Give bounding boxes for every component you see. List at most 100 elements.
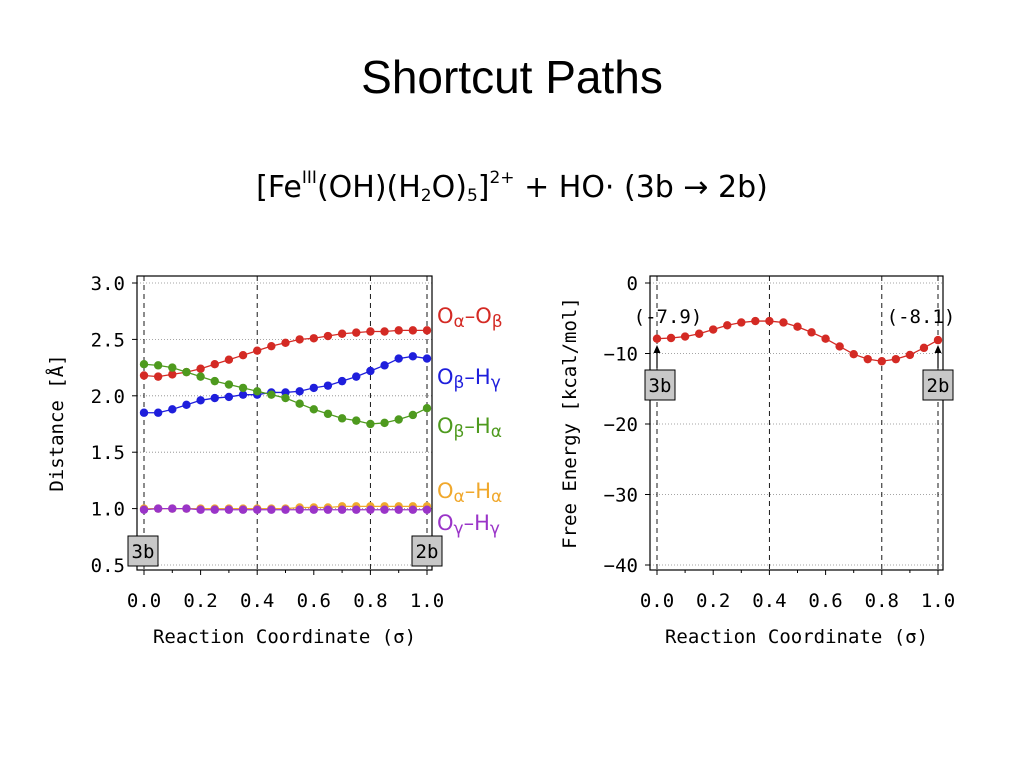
state-label-box	[922, 369, 954, 401]
legend-label: Oβ–Hγ	[437, 365, 501, 393]
data-point	[366, 419, 375, 429]
data-point	[352, 372, 361, 381]
reaction-mid2: O)	[431, 170, 467, 205]
data-point	[394, 326, 403, 335]
data-point	[139, 360, 149, 369]
data-point	[422, 326, 432, 335]
x-tick-label: 0.8	[865, 590, 899, 612]
y-tick-label: 1.0	[91, 499, 125, 521]
data-point	[210, 505, 219, 514]
data-point	[182, 504, 191, 513]
data-point	[168, 363, 177, 372]
data-point	[380, 327, 389, 336]
x-tick-label: 0.8	[353, 590, 387, 612]
y-tick-label: −40	[604, 555, 638, 577]
reaction-open: [Fe	[256, 170, 302, 205]
data-point	[281, 393, 290, 403]
y-tick-label: 3.0	[91, 273, 125, 295]
data-point	[709, 325, 718, 334]
state-label-box	[644, 369, 676, 401]
data-point	[835, 342, 844, 351]
data-point	[295, 505, 304, 514]
x-tick-label: 0.6	[808, 590, 842, 612]
data-point	[281, 338, 290, 347]
data-point	[337, 414, 347, 423]
data-point	[891, 354, 901, 364]
y-tick-label: 0	[627, 273, 638, 295]
data-point	[323, 505, 333, 514]
data-point	[309, 505, 318, 514]
data-point	[680, 332, 690, 341]
data-point	[153, 504, 163, 513]
data-point	[295, 335, 304, 344]
plot-frame	[649, 275, 944, 571]
data-point	[765, 316, 774, 326]
data-point	[366, 327, 375, 336]
data-point	[253, 505, 262, 514]
data-point	[394, 415, 403, 424]
reaction-mid: (OH)(H	[316, 170, 421, 205]
series-3	[139, 360, 432, 429]
oxidation-state: III	[301, 168, 317, 188]
series-1	[652, 316, 943, 366]
data-point	[153, 372, 163, 381]
data-point	[352, 505, 361, 514]
subscript-5: 5	[466, 186, 478, 206]
data-point	[224, 355, 234, 364]
x-tick-label: 0.4	[752, 590, 786, 612]
data-point	[380, 505, 389, 514]
y-axis-label: Distance [Å]	[45, 354, 68, 491]
x-axis-label: Reaction Coordinate (σ)	[665, 626, 928, 648]
data-point	[224, 380, 234, 389]
data-point	[408, 505, 418, 514]
data-point	[238, 383, 248, 393]
data-point	[821, 334, 830, 343]
slide-title: Shortcut Paths	[361, 51, 663, 103]
data-point	[168, 370, 177, 379]
y-tick-label: −30	[604, 485, 638, 507]
data-point	[153, 408, 163, 417]
data-point	[253, 387, 262, 396]
data-point	[238, 505, 248, 514]
data-point	[139, 408, 149, 417]
y-tick-label: 2.5	[91, 329, 125, 351]
data-point	[422, 404, 432, 413]
data-point	[408, 410, 418, 420]
data-point	[168, 504, 177, 513]
data-point	[323, 381, 333, 390]
x-tick-label: 0.6	[297, 590, 331, 612]
x-tick-label: 1.0	[921, 590, 955, 612]
state-label: 3b	[132, 541, 155, 563]
data-point	[652, 334, 662, 343]
x-tick-label: 1.0	[410, 590, 444, 612]
y-tick-label: −20	[604, 414, 638, 436]
endpoint-value-label: (-7.9)	[634, 306, 703, 328]
data-point	[337, 505, 347, 514]
legend-label: Oα–Oβ	[437, 304, 503, 332]
data-point	[352, 328, 361, 337]
data-point	[380, 418, 389, 428]
arrow-head	[653, 345, 661, 353]
data-point	[919, 343, 929, 353]
x-tick-label: 0.0	[127, 590, 161, 612]
data-point	[253, 346, 262, 355]
data-point	[323, 331, 333, 341]
data-point	[210, 360, 219, 369]
data-point	[267, 341, 276, 351]
reaction-rest: + HO· (3b → 2b)	[514, 170, 768, 205]
y-tick-label: −10	[604, 344, 638, 366]
data-point	[394, 505, 403, 514]
state-label-box	[411, 535, 443, 567]
x-tick-label: 0.2	[183, 590, 217, 612]
data-point	[807, 328, 816, 337]
data-point	[153, 361, 163, 370]
data-point	[337, 329, 347, 338]
y-tick-label: 2.0	[91, 386, 125, 408]
data-point	[666, 333, 676, 343]
data-point	[366, 505, 375, 514]
data-point	[933, 335, 943, 345]
x-tick-label: 0.4	[240, 590, 274, 612]
data-point	[309, 405, 318, 414]
series-2	[139, 352, 432, 417]
